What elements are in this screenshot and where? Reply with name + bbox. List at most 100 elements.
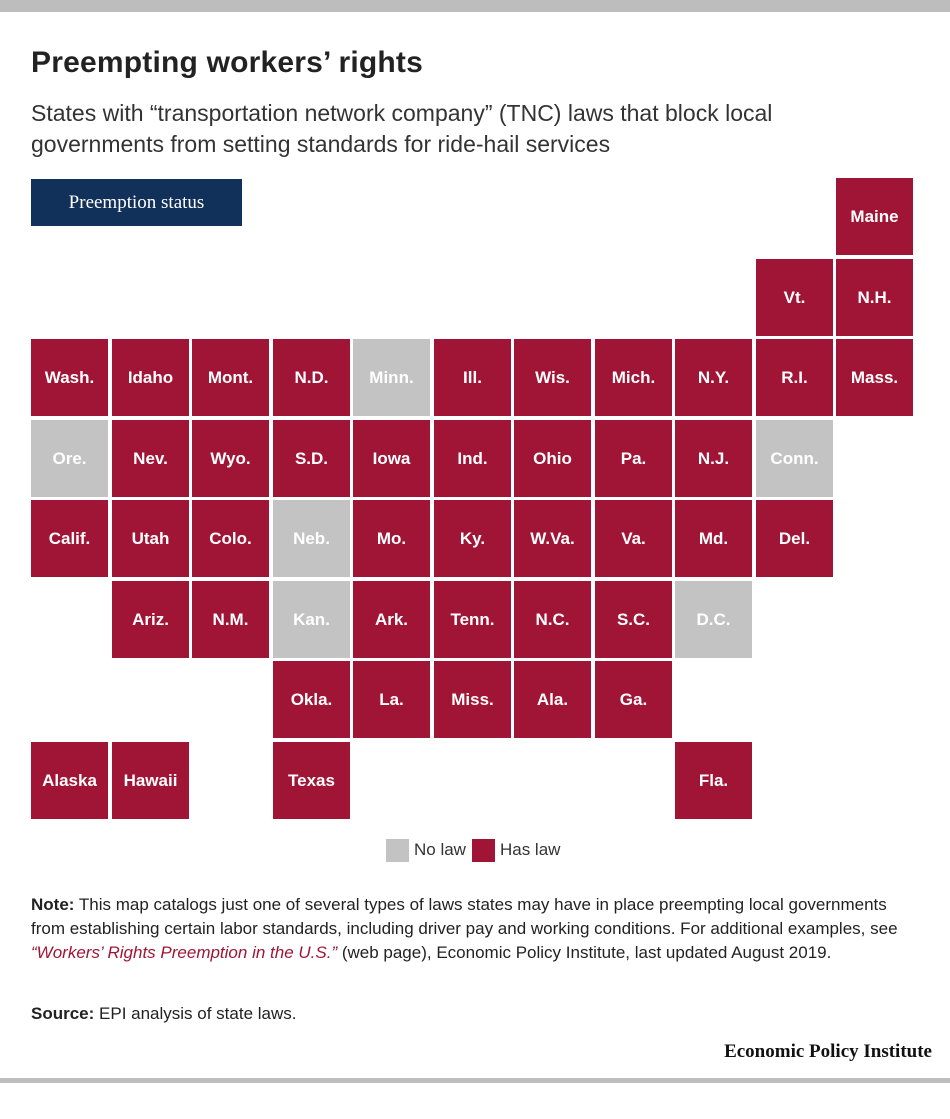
state-tile-n-c[interactable]: N.C. [514,581,591,658]
workers-rights-preemption-link[interactable]: “Workers’ Rights Preemption in the U.S.” [31,943,338,962]
state-tile-s-d[interactable]: S.D. [273,420,350,497]
state-tile-label: D.C. [696,609,731,629]
state-tile-ore[interactable]: Ore. [31,420,108,497]
state-tile-label: Fla. [698,770,729,790]
state-tile-n-m[interactable]: N.M. [192,581,269,658]
state-tile-label: Mich. [611,367,656,387]
state-tile-label: N.D. [294,367,329,387]
state-tile-w-va[interactable]: W.Va. [514,500,591,577]
state-tile-texas[interactable]: Texas [273,742,350,819]
state-tile-label: Nev. [133,448,168,468]
top-divider [0,0,950,12]
state-tile-mont[interactable]: Mont. [192,339,269,416]
state-tile-label: Ill. [463,367,482,387]
state-tile-label: Del. [778,528,811,548]
state-tile-label: Mont. [207,367,254,387]
state-tile-n-y[interactable]: N.Y. [675,339,752,416]
state-tile-minn[interactable]: Minn. [353,339,430,416]
state-tile-okla[interactable]: Okla. [273,661,350,738]
state-tile-label: N.M. [212,609,249,629]
state-tile-label: N.J. [697,448,730,468]
state-tile-label: Ark. [374,609,409,629]
legend-item-no-law: No law [386,838,466,862]
state-tile-label: Minn. [369,367,414,387]
state-tile-ky[interactable]: Ky. [434,500,511,577]
state-tile-ga[interactable]: Ga. [595,661,672,738]
state-tile-n-j[interactable]: N.J. [675,420,752,497]
state-tile-label: Pa. [620,448,647,468]
state-tile-ill[interactable]: Ill. [434,339,511,416]
state-tile-label: Maine [850,206,899,226]
state-tile-fla[interactable]: Fla. [675,742,752,819]
state-tile-mich[interactable]: Mich. [595,339,672,416]
state-tile-n-d[interactable]: N.D. [273,339,350,416]
state-tile-d-c[interactable]: D.C. [675,581,752,658]
preemption-status-tab[interactable]: Preemption status [31,179,242,226]
note-text: Note: This map catalogs just one of seve… [31,893,921,965]
map-legend: No law Has law [386,837,566,863]
state-tile-miss[interactable]: Miss. [434,661,511,738]
state-tile-utah[interactable]: Utah [112,500,189,577]
state-tile-s-c[interactable]: S.C. [595,581,672,658]
note-body-after: (web page), Economic Policy Institute, l… [337,943,832,962]
state-tile-neb[interactable]: Neb. [273,500,350,577]
state-tile-label: Conn. [770,448,819,468]
state-tile-alaska[interactable]: Alaska [31,742,108,819]
state-tile-kan[interactable]: Kan. [273,581,350,658]
state-tile-del[interactable]: Del. [756,500,833,577]
source-body: EPI analysis of state laws. [94,1004,297,1023]
state-tile-ariz[interactable]: Ariz. [112,581,189,658]
state-tile-maine[interactable]: Maine [836,178,913,255]
page-subtitle: States with “transportation network comp… [31,100,773,157]
state-tile-label: Wis. [535,367,570,387]
state-tile-label: Miss. [451,689,494,709]
state-tile-idaho[interactable]: Idaho [112,339,189,416]
state-tile-hawaii[interactable]: Hawaii [112,742,189,819]
state-tile-label: Idaho [127,367,174,387]
state-tile-mass[interactable]: Mass. [836,339,913,416]
legend-label-no-law: No law [414,840,466,859]
state-tile-label: N.H. [857,287,892,307]
state-tile-label: Iowa [372,448,411,468]
state-tile-va[interactable]: Va. [595,500,672,577]
state-tile-label: Neb. [293,528,330,548]
state-tile-wash[interactable]: Wash. [31,339,108,416]
state-tile-conn[interactable]: Conn. [756,420,833,497]
preemption-status-label: Preemption status [68,191,205,213]
state-tile-label: Vt. [783,287,806,307]
state-tile-tenn[interactable]: Tenn. [434,581,511,658]
legend-swatch-no-law [386,838,409,862]
state-tile-la[interactable]: La. [353,661,430,738]
state-tile-calif[interactable]: Calif. [31,500,108,577]
state-tile-ohio[interactable]: Ohio [514,420,591,497]
state-tile-mo[interactable]: Mo. [353,500,430,577]
state-tile-md[interactable]: Md. [675,500,752,577]
state-tile-label: Ala. [536,689,569,709]
state-tile-r-i[interactable]: R.I. [756,339,833,416]
state-tile-label: Ohio [533,448,572,468]
source-text: Source: EPI analysis of state laws. [31,1002,297,1026]
state-tile-n-h[interactable]: N.H. [836,259,913,336]
state-tile-vt[interactable]: Vt. [756,259,833,336]
state-tile-wis[interactable]: Wis. [514,339,591,416]
state-tile-colo[interactable]: Colo. [192,500,269,577]
state-tile-label: S.D. [294,448,329,468]
state-tile-label: W.Va. [530,528,575,548]
state-tile-wyo[interactable]: Wyo. [192,420,269,497]
state-tile-ark[interactable]: Ark. [353,581,430,658]
state-tile-label: N.C. [535,609,570,629]
state-tile-ind[interactable]: Ind. [434,420,511,497]
state-tile-label: Ore. [52,448,87,468]
state-tile-nev[interactable]: Nev. [112,420,189,497]
state-tile-label: Mass. [850,367,899,387]
state-tile-pa[interactable]: Pa. [595,420,672,497]
state-tile-iowa[interactable]: Iowa [353,420,430,497]
state-tile-label: Md. [698,528,729,548]
state-tile-label: Hawaii [123,770,178,790]
state-tile-label: Utah [131,528,170,548]
state-tile-ala[interactable]: Ala. [514,661,591,738]
state-tile-label: Texas [288,770,335,790]
state-tile-label: Ind. [457,448,488,468]
state-tile-label: La. [379,689,404,709]
